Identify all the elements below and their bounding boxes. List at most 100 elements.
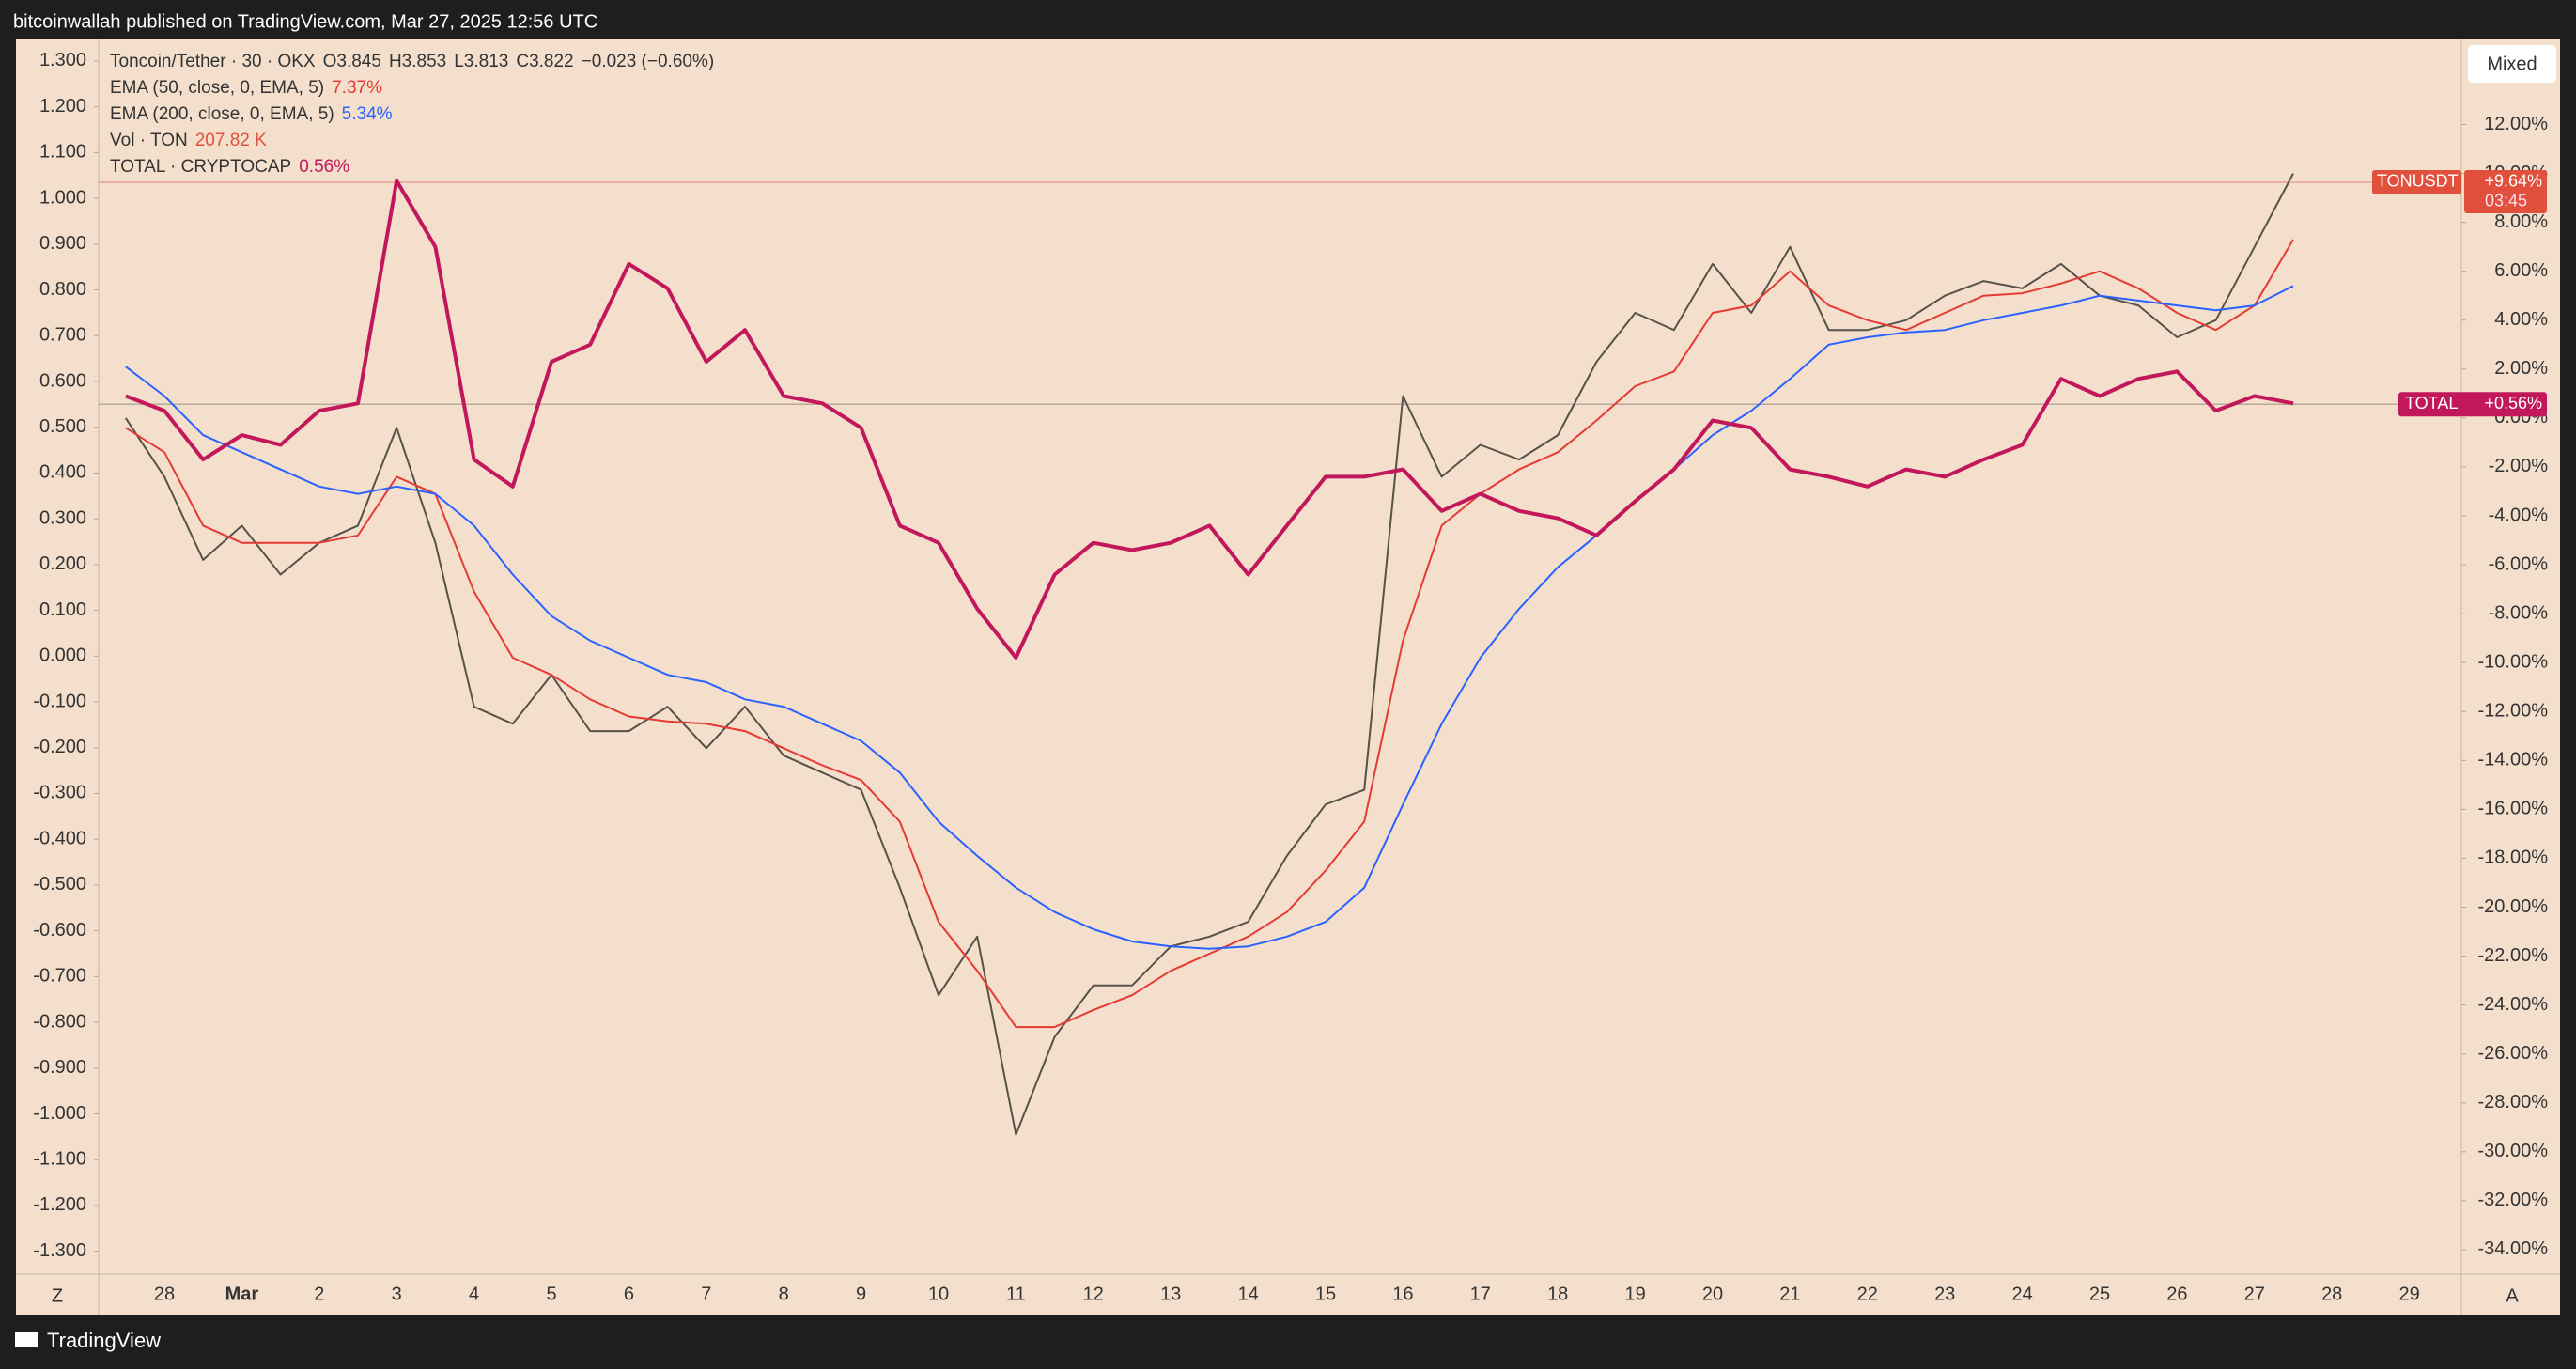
y-tick-label: -1.200	[33, 1194, 86, 1215]
y-tick-label: 0.600	[39, 370, 86, 391]
y-tick-label: 0.100	[39, 599, 86, 620]
x-tick-label: 12	[1083, 1283, 1104, 1304]
y-tick-label: 1.200	[39, 96, 86, 117]
header-text: bitcoinwallah published on TradingView.c…	[13, 11, 597, 32]
legend-value: 5.34%	[341, 104, 393, 124]
x-tick-label: 24	[2011, 1283, 2032, 1304]
y2-tick-label: -10.00%	[2478, 651, 2549, 672]
header-bar	[0, 0, 2576, 39]
legend-ema200: EMA (200, close, 0, EMA, 5) 5.34%	[110, 104, 400, 125]
y-tick-label: 1.000	[39, 187, 86, 208]
x-tick-label: 27	[2244, 1283, 2265, 1304]
x-tick-label: 21	[1779, 1283, 1800, 1304]
scale-button-left[interactable]: Z	[52, 1285, 63, 1306]
y-tick-label: 0.500	[39, 416, 86, 437]
legend-volume: Vol · TON 207.82 K	[110, 131, 274, 151]
legend-name: Toncoin/Tether · 30 · OKX	[110, 52, 316, 71]
price-tag-value: +9.64%	[2484, 172, 2542, 191]
x-tick-label: 10	[928, 1283, 949, 1304]
legend-ema50: EMA (50, close, 0, EMA, 5) 7.37%	[110, 78, 390, 99]
y2-tick-label: -16.00%	[2478, 799, 2549, 819]
y2-tick-label: -24.00%	[2478, 994, 2549, 1015]
price-tag-time: 03:45	[2485, 192, 2527, 210]
x-tick-label: 2	[314, 1283, 324, 1304]
y2-tick-label: -14.00%	[2478, 750, 2549, 770]
y2-tick-label: -22.00%	[2478, 945, 2549, 966]
series-line	[125, 179, 2294, 660]
y2-tick-label: 4.00%	[2494, 309, 2548, 330]
x-tick-label: 29	[2398, 1283, 2419, 1304]
series-line	[125, 239, 2294, 1029]
x-tick-label: 13	[1160, 1283, 1181, 1304]
x-tick-label: 19	[1624, 1283, 1645, 1304]
y2-tick-label: -6.00%	[2489, 553, 2549, 574]
price-tag	[2372, 169, 2461, 194]
x-tick-label: 28	[154, 1283, 175, 1304]
y2-tick-label: -34.00%	[2478, 1238, 2549, 1259]
y2-tick-label: -30.00%	[2478, 1141, 2549, 1161]
x-tick-label: 15	[1315, 1283, 1336, 1304]
y2-tick-label: 8.00%	[2494, 211, 2548, 232]
y2-tick-label: -28.00%	[2478, 1092, 2549, 1112]
y-tick-label: 1.100	[39, 142, 86, 163]
x-tick-label: 26	[2166, 1283, 2187, 1304]
y2-tick-label: -8.00%	[2489, 602, 2549, 623]
y-tick-label: -0.900	[33, 1057, 86, 1078]
footer-logo	[15, 1332, 38, 1347]
x-tick-label: 16	[1392, 1283, 1413, 1304]
y2-tick-label: -18.00%	[2478, 848, 2549, 868]
x-tick-label: Mar	[225, 1283, 259, 1304]
x-tick-label: 9	[856, 1283, 866, 1304]
y-tick-label: -1.000	[33, 1103, 86, 1124]
y-tick-label: 1.300	[39, 50, 86, 70]
x-tick-label: 28	[2321, 1283, 2342, 1304]
legend-high: H3.853	[388, 52, 447, 71]
legend-name: TOTAL · CRYPTOCAP	[110, 157, 292, 177]
y-tick-label: 0.700	[39, 325, 86, 346]
price-tag-value: +0.56%	[2484, 394, 2542, 412]
y-tick-label: 0.400	[39, 462, 86, 483]
plot: 1.300 1.200 1.100 1.000 0.900 0.800 0.700 0.600…	[33, 50, 2548, 1304]
y2-tick-label: -32.00%	[2478, 1190, 2549, 1210]
x-tick-label: 11	[1006, 1283, 1026, 1304]
legend-value: 0.56%	[299, 157, 350, 177]
y2-tick-label: 12.00%	[2484, 114, 2548, 134]
legend-name: Vol · TON	[110, 131, 188, 150]
y-tick-label: 0.800	[39, 279, 86, 300]
y-tick-label: -0.300	[33, 783, 86, 803]
price-tag-label: TONUSDT	[2377, 172, 2459, 191]
y-tick-label: 0.300	[39, 507, 86, 528]
y2-tick-label: -26.00%	[2478, 1043, 2549, 1064]
x-tick-label: 8	[779, 1283, 789, 1304]
mode-button-label[interactable]: Mixed	[2487, 54, 2537, 74]
y-tick-label: -1.300	[33, 1240, 86, 1261]
y-tick-label: -0.200	[33, 737, 86, 757]
y-tick-label: -0.800	[33, 1011, 86, 1032]
legend-value: 7.37%	[332, 78, 382, 98]
legend-name: EMA (200, close, 0, EMA, 5)	[110, 104, 334, 124]
x-tick-label: 7	[701, 1283, 711, 1304]
legend-close: C3.822	[516, 52, 574, 71]
scale-button-right[interactable]: A	[2506, 1285, 2519, 1306]
series-line	[125, 285, 2294, 950]
legend-name: EMA (50, close, 0, EMA, 5)	[110, 78, 325, 98]
price-tag	[2398, 392, 2547, 417]
y-tick-label: 0.000	[39, 646, 86, 666]
x-tick-label: 25	[2089, 1283, 2110, 1304]
x-tick-label: 5	[546, 1283, 556, 1304]
y-tick-label: -0.100	[33, 691, 86, 711]
footer-brand: TradingView	[47, 1329, 161, 1352]
y2-tick-label: 2.00%	[2494, 358, 2548, 379]
y2-tick-label: -12.00%	[2478, 701, 2549, 722]
price-tag-label: TOTAL	[2405, 394, 2458, 412]
mode-button[interactable]	[2468, 45, 2556, 83]
x-tick-label: 3	[392, 1283, 402, 1304]
legend-open: O3.845	[322, 52, 381, 71]
y-tick-label: -0.600	[33, 920, 86, 941]
y2-tick-label: -20.00%	[2478, 896, 2549, 917]
legend-symbol: Toncoin/Tether · 30 · OKX O3.845 H3.853 L3.…	[110, 52, 722, 72]
x-tick-label: 22	[1857, 1283, 1878, 1304]
legend-value: 207.82 K	[194, 131, 267, 150]
